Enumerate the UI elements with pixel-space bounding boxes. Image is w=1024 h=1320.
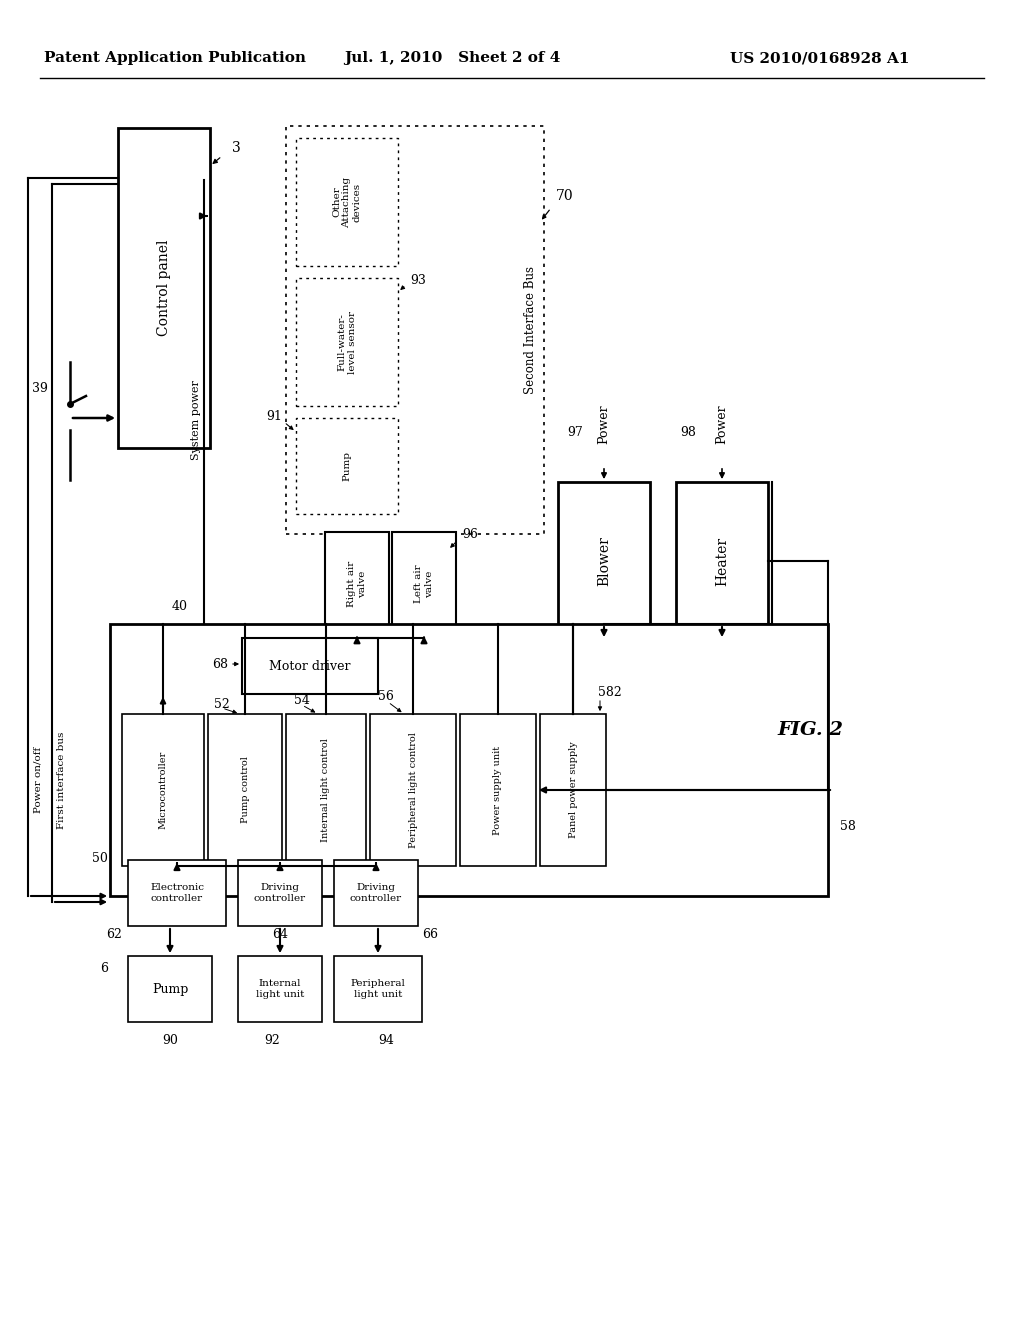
Bar xyxy=(110,624,828,896)
Text: Peripheral light control: Peripheral light control xyxy=(409,733,418,847)
Text: Left air
valve: Left air valve xyxy=(415,565,434,603)
Text: 6: 6 xyxy=(100,961,108,974)
Bar xyxy=(208,714,282,866)
Text: 64: 64 xyxy=(272,928,288,940)
Text: Blower: Blower xyxy=(597,536,611,586)
Text: Driving
controller: Driving controller xyxy=(254,883,306,903)
Text: Full-water-
level sensor: Full-water- level sensor xyxy=(337,310,356,374)
Text: Heater: Heater xyxy=(715,536,729,586)
Bar xyxy=(558,482,650,640)
Text: 98: 98 xyxy=(680,425,696,438)
Text: Jul. 1, 2010   Sheet 2 of 4: Jul. 1, 2010 Sheet 2 of 4 xyxy=(344,51,560,65)
Text: Power on/off: Power on/off xyxy=(34,747,43,813)
Text: Power supply unit: Power supply unit xyxy=(494,746,503,834)
Bar xyxy=(296,418,398,513)
Bar xyxy=(118,128,210,447)
Text: 56: 56 xyxy=(378,689,394,702)
Bar xyxy=(296,139,398,267)
Bar xyxy=(334,861,418,927)
Text: Panel power supply: Panel power supply xyxy=(568,742,578,838)
Text: Patent Application Publication: Patent Application Publication xyxy=(44,51,306,65)
Text: Power: Power xyxy=(716,404,728,444)
Text: Second Interface Bus: Second Interface Bus xyxy=(523,267,537,393)
Text: 50: 50 xyxy=(92,851,108,865)
Text: 58: 58 xyxy=(840,820,856,833)
Text: FIG. 2: FIG. 2 xyxy=(777,721,843,739)
Bar xyxy=(460,714,536,866)
Text: 70: 70 xyxy=(556,189,573,203)
Text: Internal light control: Internal light control xyxy=(322,738,331,842)
Bar xyxy=(676,482,768,640)
Text: 54: 54 xyxy=(294,693,310,706)
Text: Motor driver: Motor driver xyxy=(269,660,351,672)
Text: First interface bus: First interface bus xyxy=(57,731,67,829)
Text: System power: System power xyxy=(191,380,201,459)
Bar xyxy=(286,714,366,866)
Text: 94: 94 xyxy=(378,1034,394,1047)
Text: 96: 96 xyxy=(462,528,478,540)
Bar xyxy=(128,861,226,927)
Bar xyxy=(128,956,212,1022)
Bar xyxy=(242,638,378,694)
Text: Microcontroller: Microcontroller xyxy=(159,751,168,829)
Text: Internal
light unit: Internal light unit xyxy=(256,979,304,999)
Text: US 2010/0168928 A1: US 2010/0168928 A1 xyxy=(730,51,909,65)
Text: 62: 62 xyxy=(106,928,122,940)
Text: 91: 91 xyxy=(266,409,282,422)
Text: 52: 52 xyxy=(214,697,229,710)
Bar xyxy=(296,279,398,407)
Text: Peripheral
light unit: Peripheral light unit xyxy=(350,979,406,999)
Text: 90: 90 xyxy=(162,1034,178,1047)
Text: Pump: Pump xyxy=(342,451,351,480)
Bar xyxy=(334,956,422,1022)
Text: Other
Attaching
devices: Other Attaching devices xyxy=(332,177,361,227)
Bar xyxy=(370,714,456,866)
Text: 582: 582 xyxy=(598,685,622,698)
Bar xyxy=(238,956,322,1022)
Text: Pump control: Pump control xyxy=(241,756,250,824)
Bar xyxy=(392,532,456,636)
Text: Control panel: Control panel xyxy=(157,240,171,337)
Text: Power: Power xyxy=(597,404,610,444)
Text: 93: 93 xyxy=(410,273,426,286)
Text: Driving
controller: Driving controller xyxy=(350,883,402,903)
Text: 97: 97 xyxy=(567,425,583,438)
Bar xyxy=(122,714,204,866)
Bar xyxy=(238,861,322,927)
Text: Electronic
controller: Electronic controller xyxy=(150,883,204,903)
Text: 66: 66 xyxy=(422,928,438,940)
Text: 3: 3 xyxy=(232,141,241,154)
Text: Right air
valve: Right air valve xyxy=(347,561,367,607)
Bar xyxy=(286,125,544,535)
Text: Pump: Pump xyxy=(152,982,188,995)
Text: 40: 40 xyxy=(172,599,188,612)
Bar xyxy=(540,714,606,866)
Text: 68: 68 xyxy=(212,657,228,671)
Text: 92: 92 xyxy=(264,1034,280,1047)
Bar xyxy=(325,532,389,636)
Text: 39: 39 xyxy=(32,381,48,395)
